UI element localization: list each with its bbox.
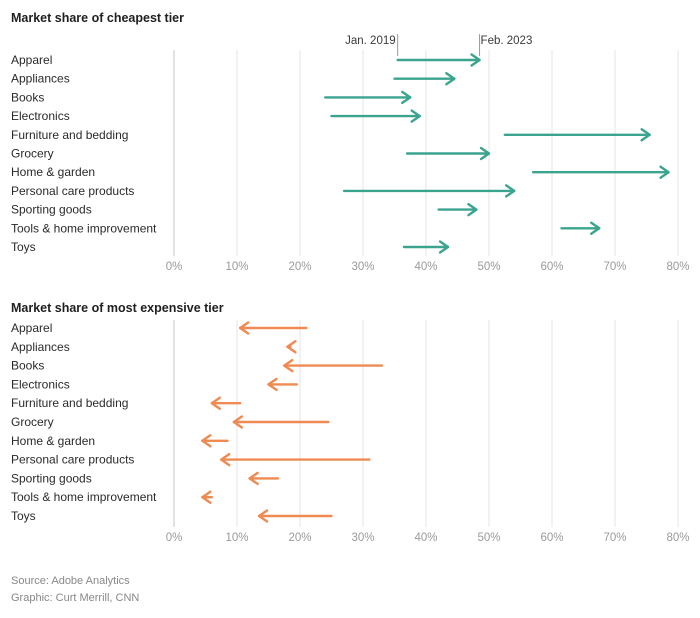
cheapest-x-tick-label: 10%	[225, 261, 248, 273]
expensive-arrow-head	[267, 377, 278, 392]
annotation-jan-2019: Jan. 2019	[345, 35, 396, 47]
expensive-category-label: Grocery	[11, 415, 54, 429]
cheapest-category-label: Books	[11, 90, 44, 104]
cheapest-x-tick-label: 50%	[477, 261, 500, 273]
cheapest-category-label: Grocery	[11, 147, 54, 161]
graphic-credit: Graphic: Curt Merrill, CNN	[11, 592, 140, 604]
cheapest-category-label: Personal care products	[11, 184, 134, 198]
cheapest-x-tick-label: 20%	[288, 261, 311, 273]
expensive-category-label: Apparel	[11, 321, 52, 335]
expensive-arrow-head	[248, 471, 259, 486]
cheapest-arrow-head	[640, 128, 651, 142]
expensive-x-tick-label: 80%	[666, 532, 689, 544]
cheapest-x-tick-label: 70%	[603, 261, 626, 273]
expensive-x-tick-label: 20%	[288, 532, 311, 544]
expensive-category-label: Electronics	[11, 377, 70, 391]
expensive-x-tick-label: 40%	[414, 532, 437, 544]
source-note: Source: Adobe Analytics	[11, 575, 130, 587]
cheapest-arrow-head	[401, 90, 412, 105]
cheapest-x-tick-label: 40%	[414, 261, 437, 273]
cheapest-arrow-head	[445, 72, 456, 86]
expensive-arrow-head	[232, 415, 244, 429]
cheapest-category-label: Home & garden	[11, 165, 95, 179]
expensive-arrow-head	[210, 396, 221, 410]
cheapest-x-tick-label: 30%	[351, 261, 374, 273]
cheapest-arrow-head	[467, 202, 478, 217]
cheapest-category-label: Tools & home improvement	[11, 221, 157, 235]
cheapest-x-tick-label: 60%	[540, 261, 563, 273]
expensive-x-tick-label: 0%	[166, 532, 183, 544]
expensive-x-tick-label: 30%	[351, 532, 374, 544]
cheapest-arrow-head	[505, 184, 516, 198]
expensive-category-label: Toys	[11, 509, 36, 523]
cheapest-arrow-head	[410, 109, 421, 123]
expensive-category-label: Furniture and bedding	[11, 396, 128, 410]
cheapest-arrow-head	[479, 146, 491, 161]
expensive-arrow-head	[257, 509, 269, 523]
cheapest-category-label: Toys	[11, 240, 36, 254]
expensive-category-label: Home & garden	[11, 434, 95, 448]
cheapest-category-label: Apparel	[11, 53, 52, 67]
expensive-arrow-head	[220, 452, 231, 467]
expensive-x-tick-label: 10%	[225, 532, 248, 544]
expensive-category-label: Books	[11, 359, 44, 373]
cheapest-chart-title: Market share of cheapest tier	[11, 11, 184, 25]
expensive-chart-title: Market share of most expensive tier	[11, 301, 224, 315]
expensive-category-label: Personal care products	[11, 453, 134, 467]
cheapest-arrow-head	[470, 53, 481, 67]
cheapest-category-label: Electronics	[11, 109, 70, 123]
cheapest-arrow-head	[438, 240, 450, 254]
expensive-arrow-head	[238, 321, 250, 335]
expensive-category-label: Sporting goods	[11, 471, 92, 485]
cheapest-x-tick-label: 0%	[166, 261, 183, 273]
expensive-arrow-head	[286, 340, 297, 354]
expensive-x-tick-label: 70%	[603, 532, 626, 544]
cheapest-category-label: Appliances	[11, 72, 70, 86]
cheapest-category-label: Sporting goods	[11, 203, 92, 217]
expensive-x-tick-label: 60%	[540, 532, 563, 544]
cheapest-arrow-head	[590, 221, 601, 235]
expensive-arrow-head	[283, 358, 294, 373]
expensive-arrow-head	[201, 490, 212, 504]
expensive-category-label: Appliances	[11, 340, 70, 354]
expensive-x-tick-label: 50%	[477, 532, 500, 544]
expensive-arrow-head	[201, 434, 212, 448]
annotation-feb-2023: Feb. 2023	[481, 35, 533, 47]
cheapest-arrow-head	[659, 165, 670, 179]
cheapest-category-label: Furniture and bedding	[11, 128, 128, 142]
cheapest-x-tick-label: 80%	[666, 261, 689, 273]
expensive-category-label: Tools & home improvement	[11, 490, 157, 504]
